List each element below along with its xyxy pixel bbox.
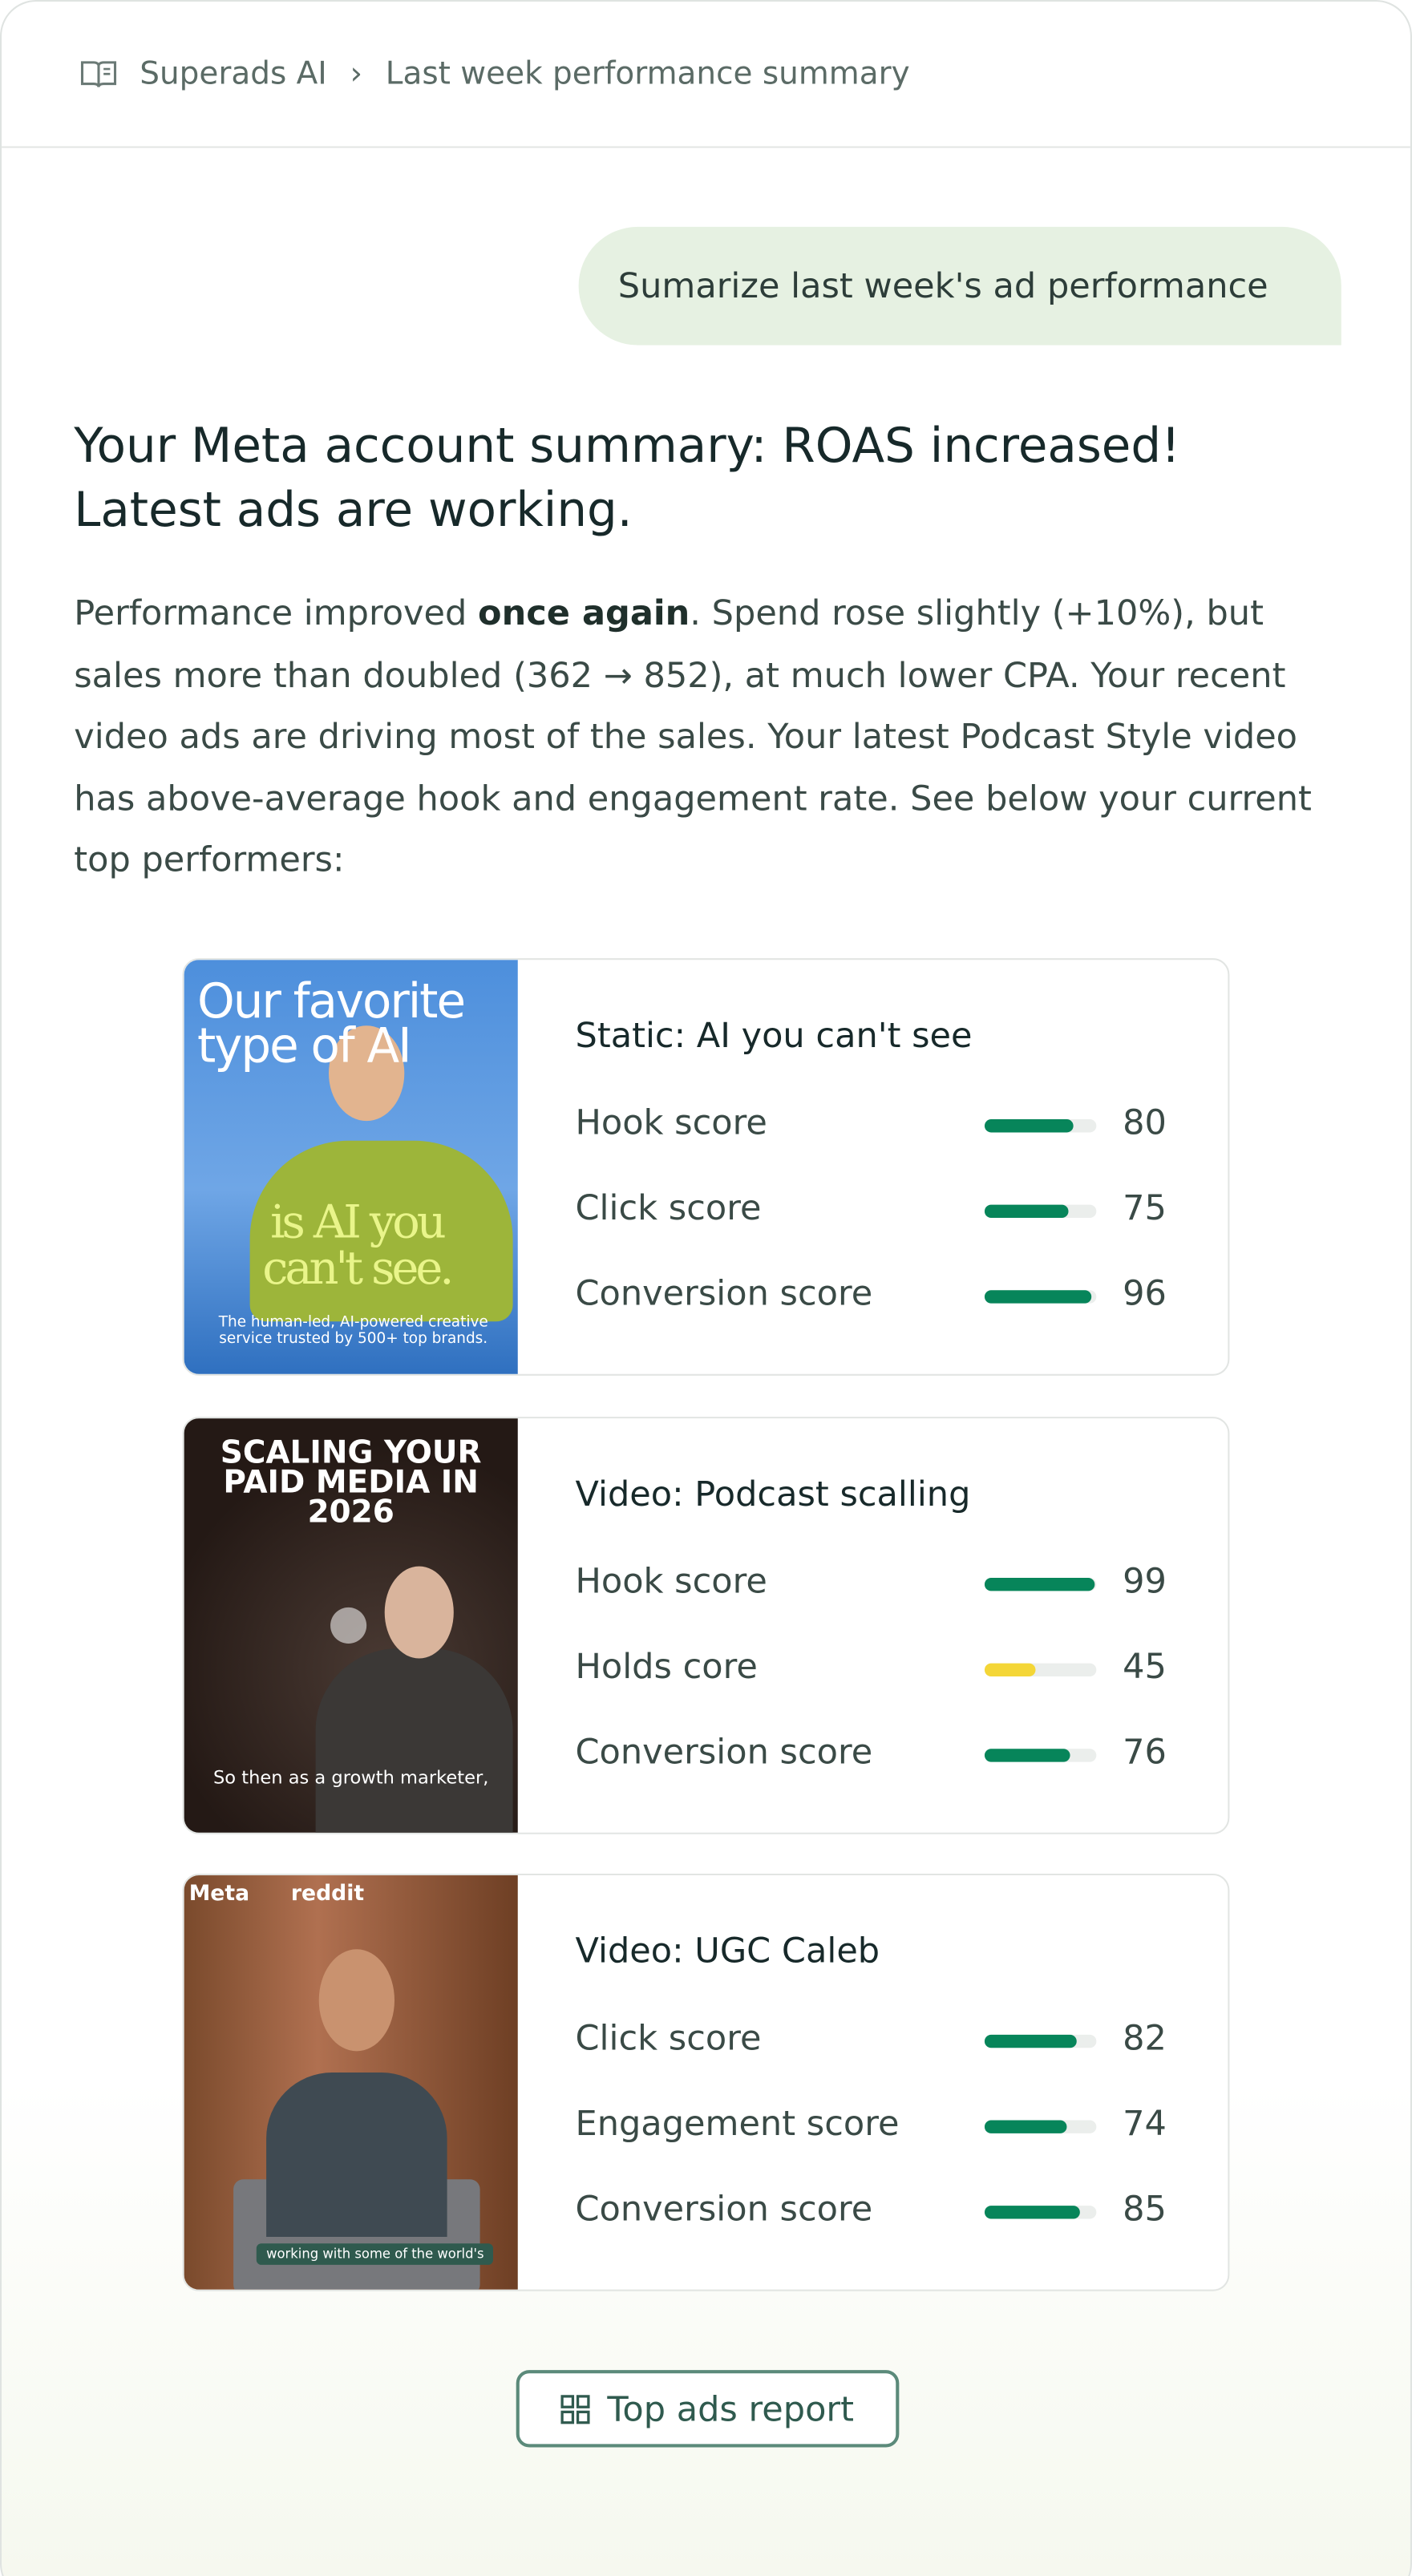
metric-value: 96 — [1123, 1273, 1167, 1313]
ad-thumbnail: SCALING YOUR PAID MEDIA IN 2026 So then a… — [184, 1418, 518, 1833]
ad-title: Static: AI you can't see — [575, 1015, 973, 1056]
ad-card: Our favorite type of AI is AI you can't s… — [182, 958, 1230, 1376]
score-track — [984, 1290, 1097, 1304]
face — [384, 1566, 454, 1659]
score-bar — [984, 1578, 1095, 1591]
face — [318, 1949, 394, 2052]
metric-name: Engagement score — [575, 2104, 900, 2144]
body-segment: Performance improved — [74, 593, 479, 633]
score-bar — [984, 2206, 1080, 2219]
score-bar — [984, 1119, 1074, 1133]
metric-name: Hook score — [575, 1102, 767, 1142]
metric-name: Hook score — [575, 1561, 767, 1601]
score-bar — [984, 2034, 1077, 2048]
score-track — [984, 2034, 1097, 2048]
ad-title: Video: Podcast scalling — [575, 1474, 971, 1514]
metric-value: 82 — [1123, 2018, 1167, 2058]
thumb-caption: So then as a growth marketer, — [212, 1766, 489, 1789]
score-track — [984, 2120, 1097, 2133]
metric-value: 45 — [1123, 1647, 1167, 1687]
score-track — [984, 1119, 1097, 1133]
ad-title: Video: UGC Caleb — [575, 1931, 880, 1971]
reply-heading: Your Meta account summary: ROAS increase… — [74, 417, 1180, 538]
metric-value: 74 — [1123, 2104, 1167, 2144]
breadcrumb-root[interactable]: Superads AI — [140, 55, 327, 92]
metric-name: Click score — [575, 1188, 762, 1228]
score-bar — [984, 1663, 1035, 1676]
metric-value: 80 — [1123, 1102, 1167, 1142]
score-bar — [984, 1204, 1069, 1219]
ad-thumbnail: Meta reddit working with some of the world… — [184, 1875, 518, 2290]
breadcrumb-separator: › — [350, 55, 363, 92]
thumb-logo: Meta — [188, 1882, 250, 1907]
top-ads-report-button[interactable]: Top ads report — [516, 2370, 900, 2448]
thumb-caption: The human-led, AI-powered creative servi… — [218, 1315, 488, 1348]
score-track — [984, 1663, 1097, 1676]
user-message: Sumarize last week's ad performance — [578, 226, 1341, 346]
thumb-tagline: is AI you can't see. — [262, 1195, 454, 1296]
person — [315, 1648, 513, 1833]
metric-name: Holds core — [575, 1647, 758, 1687]
metric-name: Conversion score — [575, 1732, 873, 1772]
body-segment: once again — [478, 593, 690, 633]
thumb-caption: working with some of the world's — [256, 2243, 494, 2265]
person — [266, 2073, 447, 2238]
score-track — [984, 2206, 1097, 2219]
button-label[interactable]: Top ads report — [607, 2388, 855, 2428]
breadcrumb-page: Last week performance summary — [385, 55, 910, 92]
body-segment: . Spend rose slightly (+10%), but sales … — [74, 593, 1312, 880]
thumb-logo: reddit — [290, 1882, 365, 1907]
breadcrumb: Superads AI › Last week performance summar… — [140, 56, 909, 92]
ad-card: Meta reddit working with some of the world… — [182, 1874, 1230, 2291]
metric-name: Click score — [575, 2018, 762, 2058]
metric-value: 76 — [1123, 1732, 1167, 1772]
metric-value: 99 — [1123, 1561, 1167, 1601]
reply-body: Performance improved once again. Spend r… — [74, 584, 1340, 892]
score-bar — [984, 2120, 1068, 2133]
play-button[interactable] — [330, 1607, 367, 1644]
metric-value: 75 — [1123, 1188, 1167, 1228]
score-track — [984, 1749, 1097, 1762]
grid-icon — [561, 2394, 591, 2424]
face — [329, 1025, 405, 1122]
figure — [249, 1140, 513, 1322]
score-track — [984, 1578, 1097, 1591]
header: Superads AI › Last week performance summar… — [2, 2, 1410, 148]
thumb-headline: SCALING YOUR PAID MEDIA IN 2026 — [220, 1434, 482, 1531]
score-track — [984, 1204, 1097, 1219]
ad-card: SCALING YOUR PAID MEDIA IN 2026 So then a… — [182, 1417, 1230, 1834]
thumb-headline: Our favorite type of AI — [197, 973, 466, 1074]
score-bar — [984, 1749, 1070, 1762]
score-bar — [984, 1290, 1092, 1304]
book-icon — [80, 61, 117, 87]
metric-name: Conversion score — [575, 1273, 873, 1313]
metric-name: Conversion score — [575, 2189, 873, 2229]
metric-value: 85 — [1123, 2189, 1167, 2229]
ad-thumbnail: Our favorite type of AI is AI you can't s… — [184, 960, 518, 1374]
